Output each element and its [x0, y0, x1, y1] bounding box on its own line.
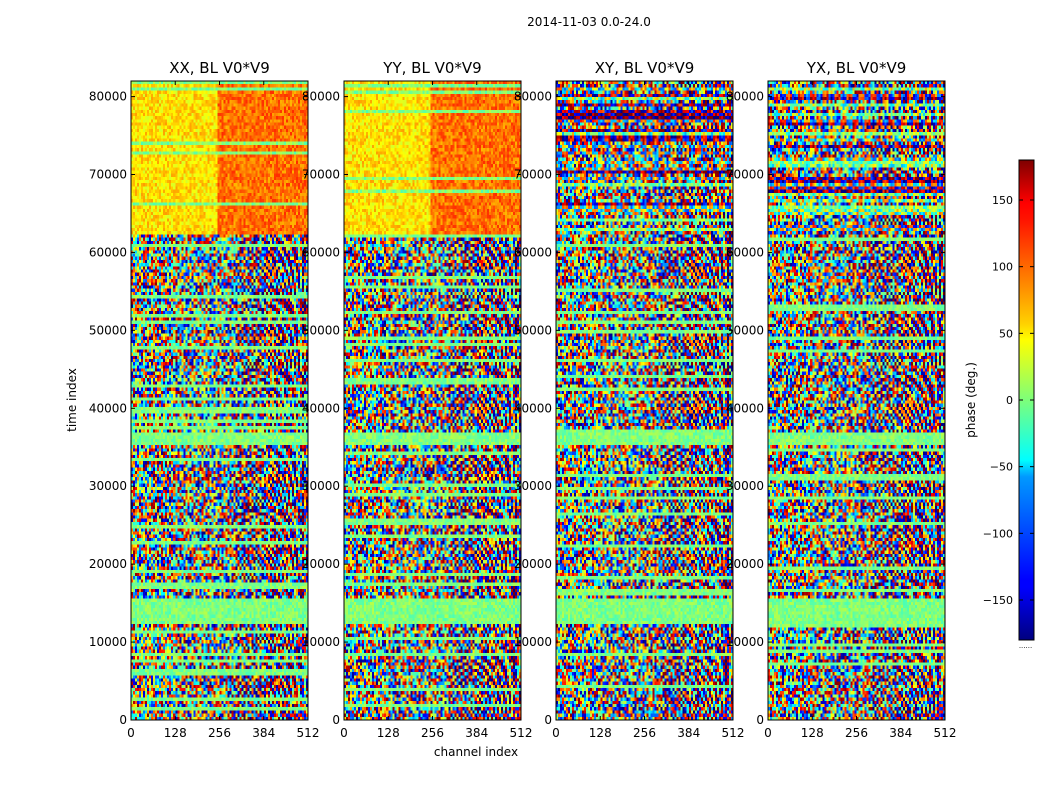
y-tick-label: 40000 — [726, 401, 764, 415]
figure-suptitle: 2014-11-03 0.0-24.0 — [527, 15, 651, 29]
x-tick-label: 128 — [164, 726, 187, 740]
y-tick-label: 0 — [544, 713, 552, 727]
y-tick-label: 20000 — [89, 557, 127, 571]
heatmap-image-yy — [344, 81, 521, 720]
y-tick-label: 10000 — [302, 635, 340, 649]
x-tick-label: 512 — [722, 726, 745, 740]
y-tick-label: 30000 — [302, 479, 340, 493]
y-tick-label: 70000 — [726, 168, 764, 182]
y-tick-label: 20000 — [302, 557, 340, 571]
y-tick-label: 70000 — [302, 168, 340, 182]
x-tick-label: 384 — [677, 726, 700, 740]
y-tick-label: 80000 — [726, 90, 764, 104]
y-tick-label: 60000 — [514, 245, 552, 259]
colorbar-tick-label: 0 — [1006, 394, 1013, 407]
y-tick-label: 10000 — [514, 635, 552, 649]
y-tick-label: 60000 — [726, 245, 764, 259]
colorbar: −150 −100 −50 0 50 100 150 phase (deg.)...... — [964, 159, 1035, 650]
colorbar-label: phase (deg.) — [964, 362, 978, 438]
y-tick-label: 50000 — [89, 323, 127, 337]
x-tick-label: 256 — [845, 726, 868, 740]
x-axis-label: channel index — [434, 745, 518, 759]
y-tick-label: 0 — [119, 713, 127, 727]
y-tick-label: 70000 — [514, 168, 552, 182]
y-tick-label: 30000 — [726, 479, 764, 493]
y-tick-label: 80000 — [302, 90, 340, 104]
y-tick-label: 60000 — [89, 245, 127, 259]
x-tick-label: 256 — [633, 726, 656, 740]
x-tick-label: 512 — [934, 726, 957, 740]
x-tick-label: 384 — [465, 726, 488, 740]
heatmap-image-xy — [556, 81, 733, 720]
colorbar-tick-label: 100 — [992, 261, 1013, 274]
x-tick-label: 256 — [421, 726, 444, 740]
heatmap-image-xx — [131, 81, 308, 720]
y-tick-label: 30000 — [89, 479, 127, 493]
x-tick-label: 128 — [589, 726, 612, 740]
y-tick-label: 20000 — [514, 557, 552, 571]
panel-title: XY, BL V0*V9 — [595, 59, 695, 77]
y-tick-label: 30000 — [514, 479, 552, 493]
y-tick-label: 50000 — [302, 323, 340, 337]
y-tick-label: 70000 — [89, 168, 127, 182]
x-tick-label: 384 — [889, 726, 912, 740]
colorbar-tick-label: 150 — [992, 194, 1013, 207]
y-tick-label: 10000 — [89, 635, 127, 649]
y-tick-label: 20000 — [726, 557, 764, 571]
y-tick-label: 80000 — [514, 90, 552, 104]
heatmap-panels: XX, BL V0*V9 0 128 256 384 512 0 10000 20000 3000… — [65, 59, 956, 759]
y-tick-label: 0 — [756, 713, 764, 727]
y-tick-label: 0 — [332, 713, 340, 727]
heatmap-panel-xy: XY, BL V0*V9 0 128 256 384 512 0 10000 20000 3000… — [514, 59, 745, 740]
heatmap-panel-xx: XX, BL V0*V9 0 128 256 384 512 0 10000 20000 3000… — [89, 59, 320, 740]
x-tick-label: 0 — [764, 726, 772, 740]
panel-title: YY, BL V0*V9 — [382, 59, 481, 77]
x-tick-label: 512 — [510, 726, 533, 740]
y-tick-label: 10000 — [726, 635, 764, 649]
x-tick-label: 512 — [297, 726, 320, 740]
x-tick-label: 256 — [208, 726, 231, 740]
colorbar-tick-label: −150 — [983, 594, 1013, 607]
heatmap-image-yx — [768, 81, 945, 720]
y-tick-label: 40000 — [89, 401, 127, 415]
heatmap-panel-yx: YX, BL V0*V9 0 128 256 384 512 0 10000 20000 3000… — [726, 59, 957, 740]
colorbar-footer: ...... — [1019, 642, 1032, 650]
y-tick-label: 40000 — [302, 401, 340, 415]
y-tick-label: 80000 — [89, 90, 127, 104]
colorbar-tick-label: −100 — [983, 527, 1013, 540]
panel-title: XX, BL V0*V9 — [169, 59, 270, 77]
y-tick-label: 40000 — [514, 401, 552, 415]
y-tick-label: 60000 — [302, 245, 340, 259]
x-tick-label: 0 — [340, 726, 348, 740]
panel-title: YX, BL V0*V9 — [806, 59, 907, 77]
x-tick-label: 384 — [252, 726, 275, 740]
x-tick-label: 128 — [801, 726, 824, 740]
colorbar-tick-label: 50 — [999, 327, 1013, 340]
x-tick-label: 0 — [552, 726, 560, 740]
x-tick-label: 0 — [127, 726, 135, 740]
heatmap-panel-yy: YY, BL V0*V9 0 128 256 384 512 0 10000 20000 3000… — [302, 59, 533, 740]
y-tick-label: 50000 — [514, 323, 552, 337]
colorbar-tick-label: −50 — [990, 461, 1013, 474]
y-axis-label: time index — [65, 368, 79, 432]
x-tick-label: 128 — [377, 726, 400, 740]
y-tick-label: 50000 — [726, 323, 764, 337]
